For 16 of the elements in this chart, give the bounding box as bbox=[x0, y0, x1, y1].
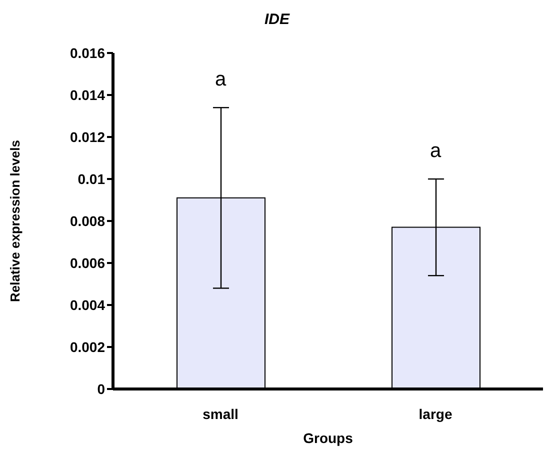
y-tick-label: 0.01 bbox=[78, 170, 106, 187]
annotation: a bbox=[214, 68, 227, 91]
y-tick-label: 0.006 bbox=[70, 254, 106, 271]
y-tick-label: 0 bbox=[97, 380, 106, 397]
y-tick-label: 0.012 bbox=[70, 128, 106, 145]
y-tick-label: 0.004 bbox=[70, 296, 106, 313]
y-tick-label: 0.002 bbox=[70, 338, 106, 355]
y-axis-title: Relative expression levels bbox=[8, 140, 23, 302]
y-tick-label: 0.014 bbox=[70, 86, 106, 103]
x-axis-title: Groups bbox=[303, 430, 354, 446]
y-tick-label: 0.008 bbox=[70, 212, 106, 229]
x-tick-label: small bbox=[202, 406, 238, 422]
chart-title: IDE bbox=[264, 11, 290, 28]
y-tick-label: 0.016 bbox=[70, 44, 106, 61]
annotation: a bbox=[430, 140, 442, 162]
x-tick-label: large bbox=[418, 406, 452, 422]
